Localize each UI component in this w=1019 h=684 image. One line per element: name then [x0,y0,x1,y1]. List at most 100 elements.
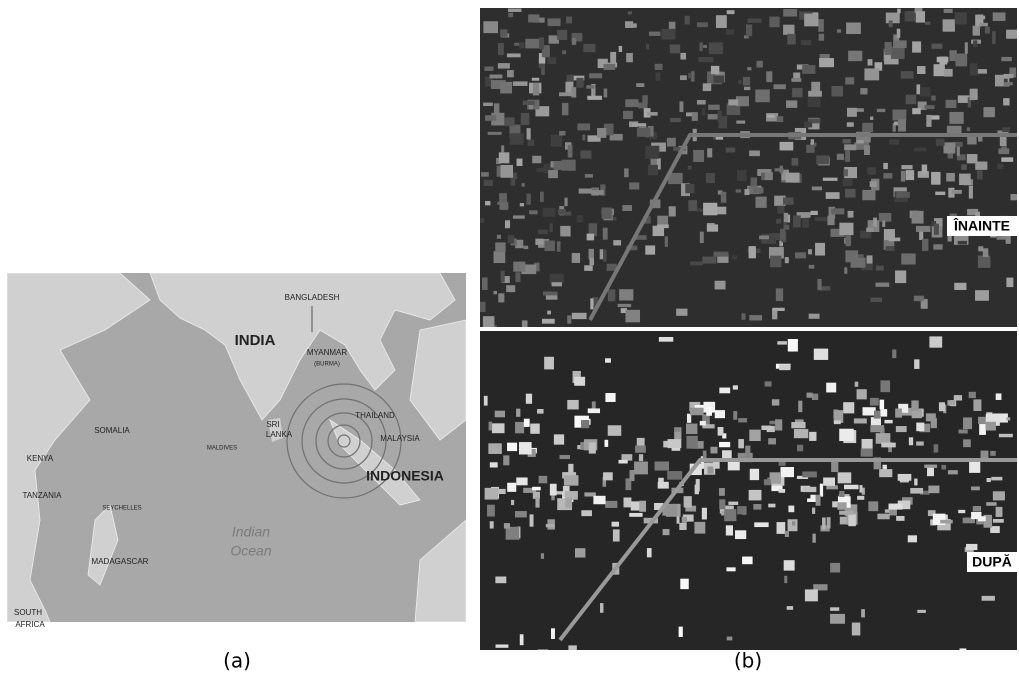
texture [755,90,769,103]
texture [874,411,881,419]
texture [768,504,775,508]
texture [577,215,583,222]
texture [820,484,823,497]
texture [498,293,504,302]
texture [726,29,734,34]
texture [559,92,573,96]
texture [603,250,606,262]
texture [958,510,965,513]
texture [610,52,616,63]
texture [860,88,867,94]
texture [520,634,524,645]
texture [560,455,570,459]
texture [1006,417,1010,420]
texture [959,648,966,656]
texture [564,198,567,207]
texture [751,177,757,187]
texture [496,644,509,647]
texture [597,128,606,138]
texture [522,183,525,187]
texture [494,251,506,263]
texture [603,228,608,240]
texture [488,132,502,135]
texture [826,485,838,489]
texture [748,18,762,22]
texture [896,426,907,432]
texture [955,12,967,24]
texture [831,208,844,214]
texture [700,232,704,243]
texture [507,70,514,77]
texture [685,16,690,25]
texture [971,486,980,490]
texture [928,486,939,494]
texture [978,246,983,251]
texture [636,83,644,87]
texture [1001,57,1012,61]
texture [532,487,541,491]
texture [551,135,562,147]
texture [719,499,725,509]
texture [719,388,730,394]
texture [690,262,703,266]
place-label: SOUTH [14,608,42,617]
texture [845,189,856,198]
texture [896,192,910,198]
texture [680,53,686,60]
texture [774,84,786,89]
texture [548,170,558,178]
texture [797,445,803,452]
texture [516,409,520,417]
texture [916,441,924,445]
texture [714,252,729,257]
caption: (b) [734,649,762,673]
texture [779,489,786,493]
texture [973,506,981,511]
place-label: MYANMAR [307,348,348,357]
texture [847,122,854,127]
texture [726,567,735,571]
texture [557,241,561,252]
texture [501,271,505,283]
texture [906,95,917,104]
texture [830,614,845,624]
texture [993,491,1005,500]
texture [808,249,812,254]
texture [895,408,902,417]
texture [744,189,749,195]
texture [893,40,906,48]
texture [776,288,783,301]
texture [843,402,854,413]
texture [646,44,649,50]
texture [795,252,806,258]
texture [507,443,517,451]
texture [816,495,821,506]
texture [679,101,683,112]
texture [690,408,704,416]
texture [501,145,504,152]
texture [628,11,632,14]
texture [969,186,973,199]
texture [868,501,878,511]
texture [505,117,515,126]
texture [630,470,635,481]
texture [862,407,875,415]
texture [922,239,928,251]
texture [667,439,681,448]
texture [526,194,530,205]
texture [973,40,977,46]
texture [765,381,772,386]
texture [845,235,851,246]
texture [738,418,747,422]
texture [558,209,566,215]
texture [848,514,855,526]
texture [676,309,687,316]
texture [490,462,498,467]
texture [726,147,736,152]
texture [917,610,926,613]
texture [485,201,490,205]
texture [934,224,939,235]
texture [589,73,602,78]
texture [868,59,873,65]
texture [967,127,970,131]
